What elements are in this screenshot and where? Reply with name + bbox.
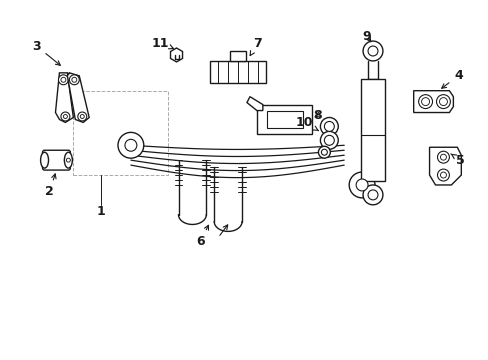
Polygon shape: [413, 91, 452, 113]
Circle shape: [355, 179, 367, 191]
Circle shape: [324, 121, 334, 131]
Text: 4: 4: [441, 69, 462, 88]
Text: 3: 3: [32, 40, 60, 65]
Circle shape: [118, 132, 143, 158]
Circle shape: [80, 114, 84, 118]
Text: 5: 5: [450, 154, 464, 167]
Text: 7: 7: [249, 37, 262, 55]
Circle shape: [362, 41, 382, 61]
FancyBboxPatch shape: [210, 61, 265, 83]
Circle shape: [320, 131, 338, 149]
Circle shape: [437, 151, 448, 163]
Polygon shape: [246, 96, 263, 111]
Circle shape: [61, 77, 66, 82]
Circle shape: [436, 95, 449, 109]
Polygon shape: [170, 48, 182, 62]
Circle shape: [348, 172, 374, 198]
Circle shape: [437, 169, 448, 181]
FancyBboxPatch shape: [266, 111, 302, 129]
Circle shape: [367, 46, 377, 56]
Polygon shape: [67, 73, 89, 122]
Ellipse shape: [64, 152, 72, 168]
Circle shape: [440, 154, 446, 160]
Circle shape: [124, 139, 137, 151]
Circle shape: [440, 172, 446, 178]
Ellipse shape: [41, 152, 48, 168]
Text: 2: 2: [45, 174, 56, 198]
Circle shape: [59, 75, 68, 85]
Circle shape: [324, 135, 334, 145]
FancyBboxPatch shape: [230, 51, 245, 61]
Circle shape: [61, 112, 70, 121]
FancyBboxPatch shape: [256, 105, 312, 134]
Circle shape: [321, 149, 326, 155]
Polygon shape: [55, 73, 73, 122]
Circle shape: [78, 112, 86, 121]
Circle shape: [64, 156, 72, 164]
Text: 6: 6: [196, 225, 208, 248]
Circle shape: [318, 146, 330, 158]
Text: 1: 1: [97, 205, 105, 218]
Circle shape: [320, 117, 338, 135]
FancyBboxPatch shape: [360, 79, 384, 181]
Circle shape: [63, 114, 67, 118]
FancyBboxPatch shape: [42, 150, 70, 170]
Circle shape: [362, 185, 382, 205]
Circle shape: [418, 95, 432, 109]
Polygon shape: [428, 147, 460, 185]
Circle shape: [66, 158, 70, 162]
Circle shape: [439, 98, 447, 105]
Circle shape: [69, 75, 79, 85]
Text: 10: 10: [295, 116, 318, 131]
Circle shape: [72, 77, 77, 82]
Text: 11: 11: [152, 37, 173, 50]
Circle shape: [367, 190, 377, 200]
Text: 9: 9: [362, 30, 370, 42]
Text: 8: 8: [312, 109, 321, 122]
Circle shape: [421, 98, 428, 105]
